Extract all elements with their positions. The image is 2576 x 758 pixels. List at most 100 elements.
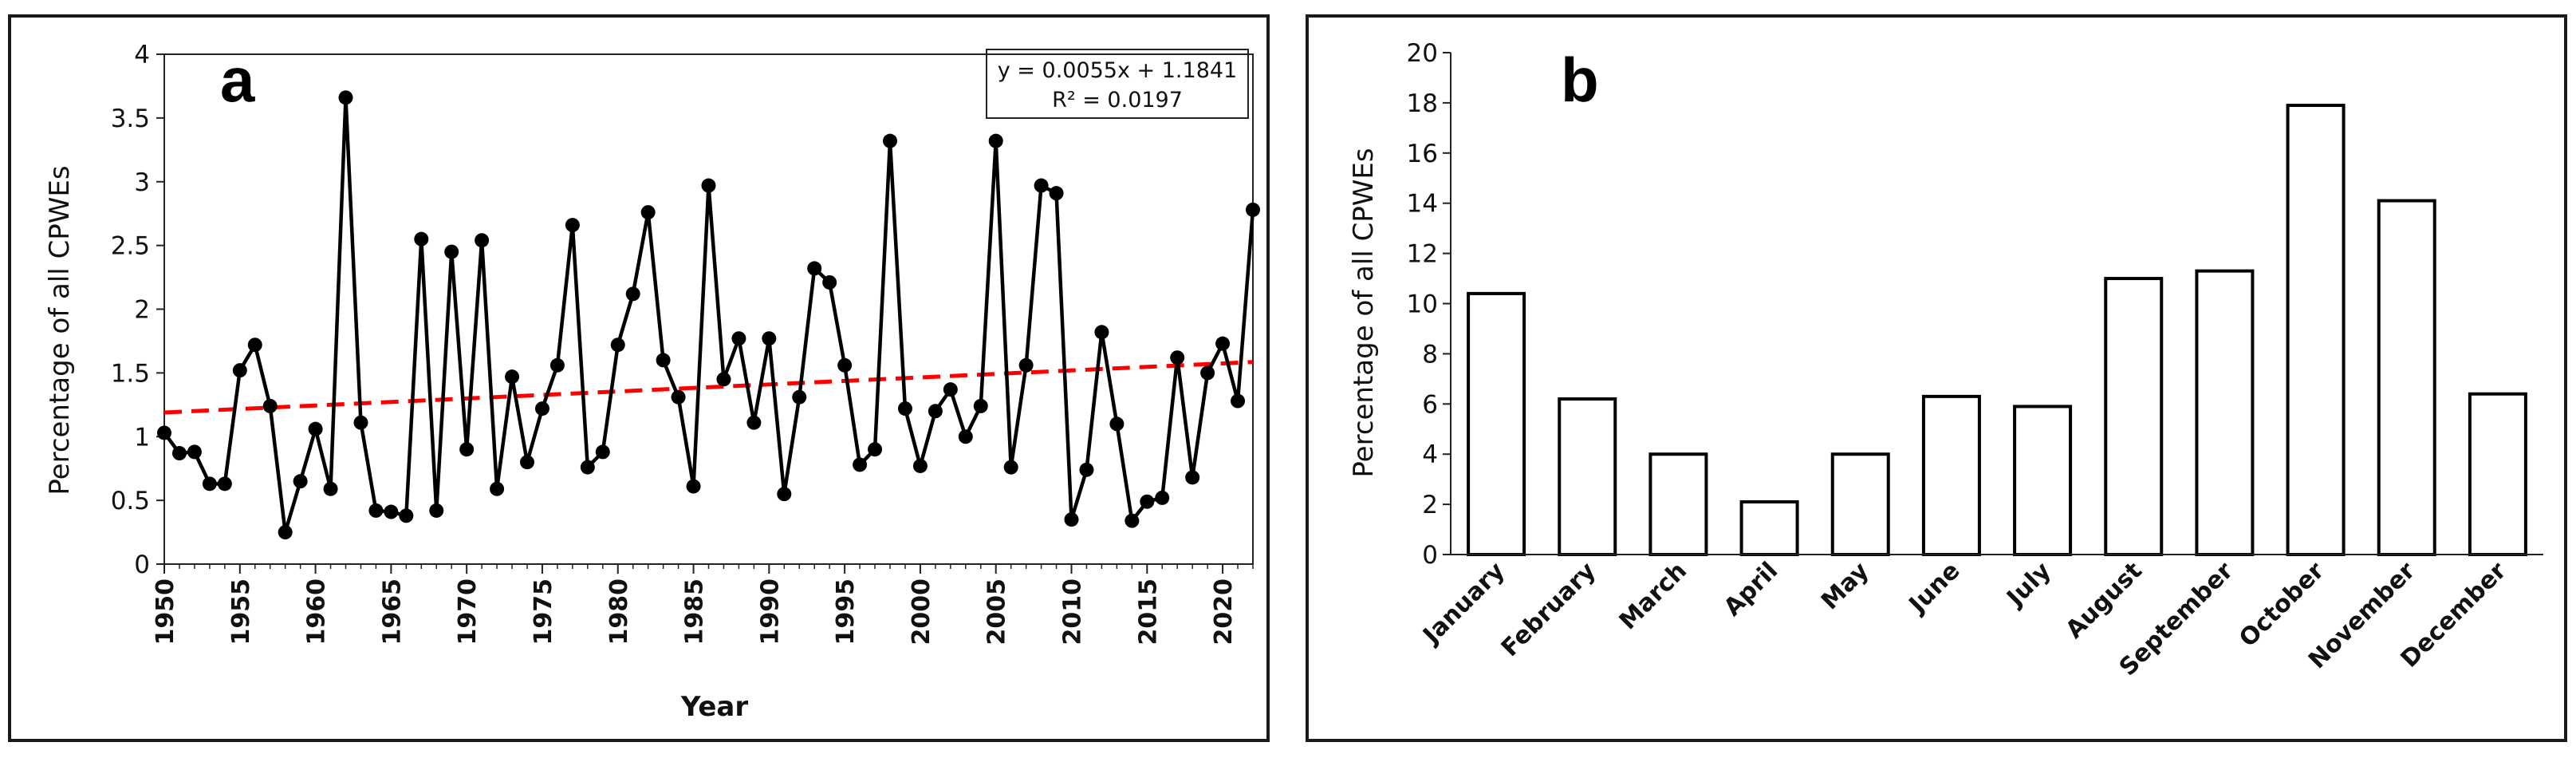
trendline-r-squared: R² = 0.0197: [1052, 88, 1183, 113]
data-point: [353, 415, 368, 430]
data-point: [262, 398, 278, 413]
data-point: [686, 479, 701, 494]
data-point: [338, 90, 353, 105]
trendline-equation: y = 0.0055x + 1.1841: [998, 58, 1237, 83]
y-tick-label-a: 0: [134, 551, 150, 579]
data-point: [837, 357, 853, 373]
bar: [2377, 199, 2436, 556]
x-category-label: March: [1614, 557, 1692, 635]
bar: [1739, 499, 1799, 557]
data-point: [444, 244, 459, 259]
y-tick-label-a: 2: [134, 296, 150, 325]
data-point: [640, 205, 656, 220]
data-point: [1155, 490, 1170, 505]
x-tick-label-a: 2000: [908, 578, 935, 645]
data-point: [308, 421, 323, 436]
y-axis-title-a: Percentage of all CPWEs: [44, 165, 76, 495]
y-tick-label-a: 1.5: [111, 359, 150, 388]
data-point: [595, 444, 610, 460]
data-point: [414, 231, 429, 247]
x-tick-label-a: 2010: [1059, 578, 1087, 645]
data-point: [853, 457, 868, 472]
data-point: [459, 442, 475, 457]
data-point: [988, 133, 1003, 148]
data-point: [883, 133, 897, 148]
data-point: [368, 503, 384, 518]
bar: [1467, 291, 1526, 556]
data-point: [565, 218, 580, 233]
bar: [2468, 392, 2527, 556]
y-tick-label-b: 8: [1422, 340, 1438, 369]
data-point: [897, 401, 912, 417]
data-point: [1246, 202, 1260, 217]
data-point: [671, 389, 686, 405]
data-point: [746, 415, 762, 430]
x-tick-label-a: 1955: [227, 578, 255, 645]
data-point: [1170, 350, 1185, 365]
data-point: [429, 503, 444, 518]
data-point: [217, 476, 232, 492]
data-point: [293, 474, 308, 489]
bar: [1830, 452, 1890, 557]
data-point: [187, 444, 202, 460]
data-point: [157, 425, 171, 440]
data-point: [731, 331, 746, 346]
data-point: [868, 442, 883, 457]
data-point: [822, 274, 837, 290]
bar: [1648, 452, 1708, 557]
y-tick-label-b: 16: [1407, 140, 1438, 168]
x-tick-label-a: 1990: [756, 578, 784, 645]
data-point: [202, 476, 217, 492]
chart-panel-a: a Percentage of all CPWEs Year y = 0.005…: [8, 14, 1270, 742]
x-category-label: October: [2234, 557, 2330, 653]
data-point: [1109, 417, 1125, 432]
data-point: [807, 261, 822, 276]
data-point: [247, 338, 262, 353]
data-point: [777, 487, 792, 502]
data-point: [1018, 357, 1034, 373]
y-tick-label-a: 4: [134, 41, 150, 69]
line-chart-a: a Percentage of all CPWEs Year y = 0.005…: [44, 41, 1260, 723]
x-tick-label-a: 2020: [1210, 578, 1238, 645]
y-tick-label-b: 20: [1407, 39, 1438, 68]
data-point: [1003, 460, 1018, 475]
data-point: [701, 178, 716, 193]
equation-box: [986, 49, 1249, 119]
y-axis-title-b: Percentage of all CPWEs: [1348, 148, 1380, 477]
data-point: [716, 372, 731, 387]
bar-chart-b: b Percentage of all CPWEs 0 2 4 6 8 10 12 14 16 1…: [1348, 39, 2543, 681]
data-point: [1064, 512, 1079, 527]
x-tick-label-a: 2015: [1134, 578, 1162, 645]
y-tick-label-a: 1: [134, 423, 150, 452]
x-category-label: August: [2061, 557, 2148, 644]
y-tick-label-b: 0: [1422, 541, 1438, 570]
data-point: [912, 458, 928, 473]
data-point: [399, 508, 414, 523]
x-category-label: February: [1496, 557, 1601, 662]
x-tick-label-a: 1995: [832, 578, 860, 645]
data-point: [656, 353, 671, 368]
x-tick-label-a: 1960: [303, 578, 331, 645]
data-point: [323, 481, 338, 496]
data-point: [1215, 336, 1231, 351]
data-point: [475, 233, 490, 248]
y-tick-label-b: 2: [1422, 491, 1438, 519]
data-point: [1185, 470, 1200, 485]
data-point: [762, 331, 777, 346]
y-tick-label-b: 10: [1407, 290, 1438, 319]
panel-label-a: a: [220, 45, 255, 115]
y-tick-label-b: 4: [1422, 440, 1438, 469]
y-tick-label-b: 6: [1422, 390, 1438, 419]
x-tick-label-a: 2005: [983, 578, 1011, 645]
data-point: [943, 382, 958, 397]
x-category-label: June: [1903, 557, 1966, 620]
x-tick-label-a: 1950: [152, 578, 179, 645]
chart-panel-b: b Percentage of all CPWEs 0 2 4 6 8 10 12 14 16 1…: [1306, 14, 2567, 742]
y-tick-label-a: 2.5: [111, 232, 150, 261]
data-point: [549, 357, 565, 373]
data-point: [1140, 494, 1155, 509]
bar: [2104, 277, 2164, 556]
data-point: [278, 525, 293, 540]
y-tick-label-a: 0.5: [111, 487, 150, 515]
x-category-label: January: [1417, 557, 1511, 650]
